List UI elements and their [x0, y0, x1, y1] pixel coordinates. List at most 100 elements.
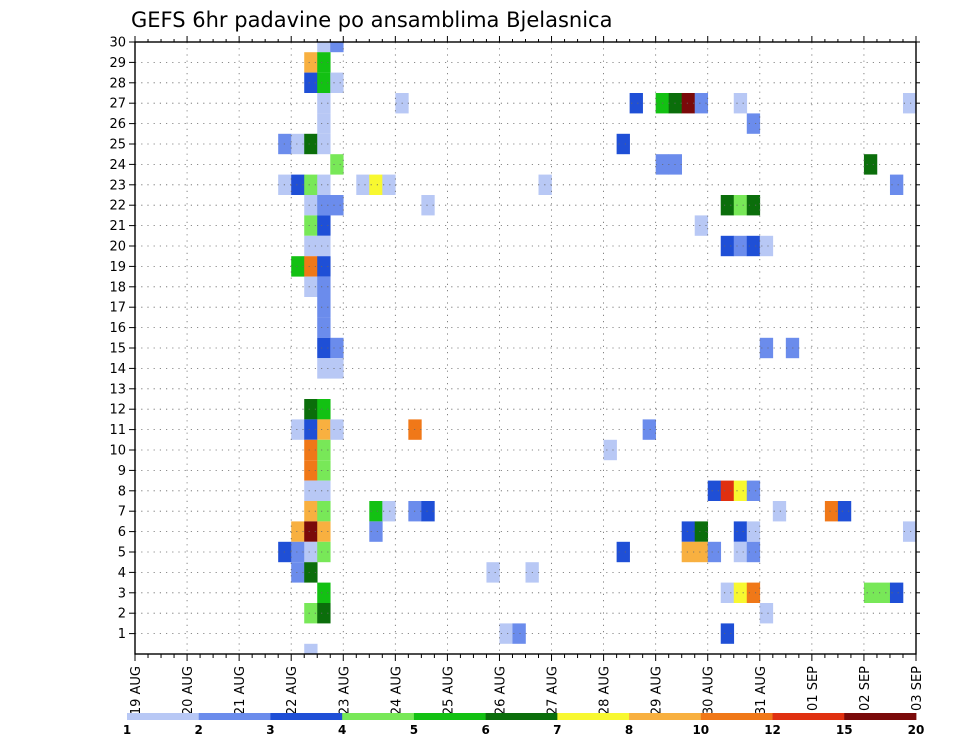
data-cell [304, 195, 318, 216]
data-cell [616, 541, 630, 563]
data-cell [304, 439, 318, 461]
data-cell [733, 582, 748, 603]
data-cell [759, 235, 774, 257]
data-cell [629, 93, 643, 114]
data-cell [317, 358, 331, 379]
colorbar-label: 8 [625, 723, 633, 737]
colorbar-swatch [700, 713, 773, 720]
data-cell [720, 582, 735, 603]
data-cell [317, 582, 331, 603]
x-tick-label: 01 SEP [806, 666, 821, 711]
x-tick-label: 20 AUG [181, 666, 196, 715]
colorbar-swatch [413, 713, 487, 720]
y-tick-label: 5 [118, 546, 126, 561]
colorbar-swatch [557, 713, 630, 720]
data-cell [330, 337, 344, 359]
data-cell [330, 358, 344, 379]
data-cell [317, 501, 331, 522]
y-tick-label: 26 [109, 117, 126, 132]
colorbar-label: 7 [553, 723, 561, 737]
data-cell [603, 439, 617, 461]
colorbar-label: 2 [195, 723, 203, 737]
data-cell [746, 113, 761, 134]
data-cell [317, 439, 331, 461]
data-cell [746, 235, 761, 257]
data-cell [720, 235, 735, 257]
data-cell [291, 521, 305, 542]
data-cell [317, 93, 331, 114]
data-cell [863, 582, 878, 603]
data-cell [694, 541, 709, 563]
colorbar-swatch [198, 713, 271, 720]
data-cell [317, 195, 331, 216]
x-tick-label: 03 SEP [910, 666, 925, 711]
data-cell [317, 52, 331, 73]
y-tick-label: 12 [109, 403, 126, 418]
y-tick-label: 15 [109, 342, 126, 357]
data-cell [304, 541, 318, 563]
y-tick-label: 13 [109, 382, 126, 397]
data-cell [616, 133, 630, 155]
colorbar-label: 3 [266, 723, 274, 737]
data-cell [746, 480, 761, 501]
data-cell [304, 480, 318, 501]
data-cell [720, 480, 735, 501]
data-cell [317, 337, 331, 359]
x-tick-label: 26 AUG [493, 666, 508, 715]
data-cell [837, 501, 852, 522]
data-cell [304, 72, 318, 93]
y-tick-label: 22 [109, 199, 126, 214]
y-tick-label: 18 [109, 280, 126, 295]
data-cell [330, 419, 344, 440]
data-cell [733, 541, 748, 563]
data-cell [694, 215, 709, 236]
data-cell [330, 42, 344, 53]
data-cell [369, 501, 383, 522]
data-cell [902, 93, 917, 114]
data-cell [304, 235, 318, 257]
data-cell [720, 623, 735, 644]
x-tick-label: 25 AUG [441, 666, 456, 715]
y-tick-label: 6 [118, 525, 126, 540]
y-tick-label: 8 [118, 484, 126, 499]
data-cell [720, 195, 735, 216]
data-cell [694, 521, 709, 542]
x-tick-label: 24 AUG [389, 666, 404, 715]
colorbar-swatch [270, 713, 343, 720]
data-cell [317, 174, 331, 195]
data-cell [772, 501, 787, 522]
data-cell [317, 297, 331, 318]
x-tick-label: 21 AUG [233, 666, 248, 715]
data-cell [889, 174, 904, 195]
data-cell [304, 174, 318, 195]
x-tick-label: 27 AUG [546, 666, 561, 715]
data-cell [317, 113, 331, 134]
data-cell [707, 541, 722, 563]
colorbar-label: 15 [836, 723, 853, 737]
data-cell [421, 501, 435, 522]
y-tick-label: 19 [109, 260, 126, 275]
data-cell [681, 541, 696, 563]
data-cell [317, 317, 331, 338]
y-tick-label: 7 [118, 505, 126, 520]
data-cell [304, 399, 318, 420]
x-tick-label: 22 AUG [285, 666, 300, 715]
colorbar: 1 2 3 4 5 6 7 8 10 12 15 20 [123, 713, 924, 737]
colorbar-label: 5 [410, 723, 418, 737]
data-cell [317, 460, 331, 481]
data-cell [733, 521, 748, 542]
y-tick-label: 4 [118, 566, 126, 581]
data-cell [759, 603, 774, 624]
y-tick-label: 1 [118, 627, 126, 642]
chart-title: GEFS 6hr padavine po ansamblima Bjelasni… [131, 8, 612, 32]
data-cell [369, 521, 383, 542]
colorbar-label: 6 [481, 723, 489, 737]
data-cell [304, 133, 318, 155]
data-cell [317, 42, 331, 53]
y-tick-label: 10 [109, 444, 126, 459]
y-tick-label: 27 [109, 97, 126, 112]
data-cell [733, 93, 748, 114]
data-cell [733, 480, 748, 501]
data-cell [291, 174, 305, 195]
data-cell [291, 419, 305, 440]
